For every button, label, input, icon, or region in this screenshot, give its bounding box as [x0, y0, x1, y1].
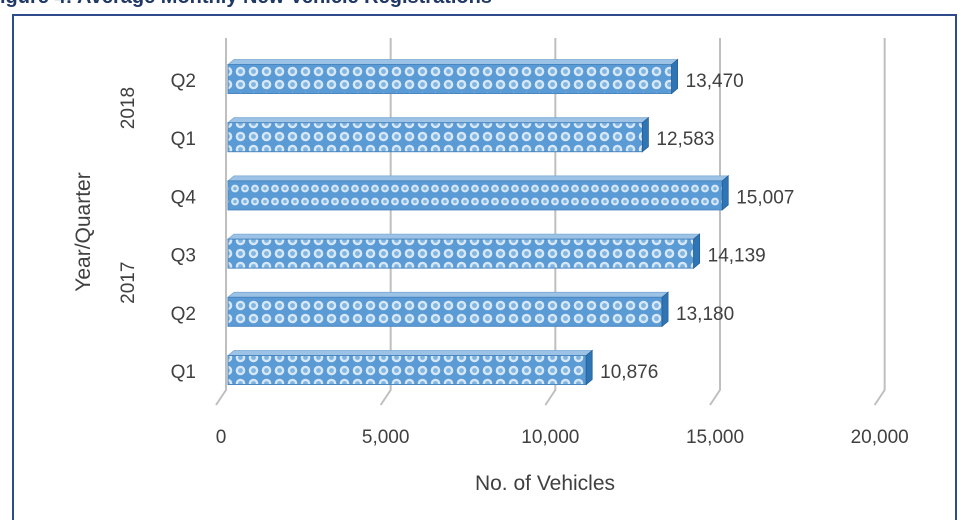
chart-frame: [12, 14, 957, 520]
quarter-label-4: Q1: [171, 129, 196, 150]
gridline-3: [709, 38, 721, 406]
bar-0: [227, 355, 587, 385]
x-tick-label-1: 5,000: [362, 427, 410, 448]
figure-title-strip: igure 4: Average Monthly New Vehicle Reg…: [0, 0, 967, 10]
bar-end-3: [721, 175, 729, 211]
bar-top-0: [226, 350, 594, 356]
gridlines: [215, 38, 886, 406]
value-label-2: 14,139: [708, 246, 766, 267]
quarter-label-5: Q2: [171, 71, 196, 92]
y-axis-title: Year/Quarter: [72, 172, 95, 291]
bar-top-5: [226, 59, 679, 65]
bar-end-5: [671, 58, 679, 95]
figure-title: igure 4: Average Monthly New Vehicle Reg…: [0, 0, 492, 9]
quarter-label-1: Q2: [171, 304, 196, 325]
value-label-3: 15,007: [736, 187, 794, 208]
gridline-2: [544, 38, 557, 406]
bar-end-1: [661, 291, 669, 328]
gridline-1: [379, 38, 392, 406]
gridline-0: [215, 38, 227, 406]
value-label-4: 12,583: [656, 129, 714, 150]
bar-top-2: [226, 233, 701, 240]
x-tick-label-3: 15,000: [686, 427, 744, 448]
bar-top-1: [226, 291, 670, 298]
chart-labels: 0 5,000 10,000 15,000 20,000 10,876 Q1 13,180 Q2…: [72, 71, 909, 495]
x-axis-title: No. of Vehicles: [475, 472, 615, 495]
gridline-4: [873, 38, 886, 406]
quarter-label-0: Q1: [171, 362, 196, 383]
bar-4: [227, 122, 643, 153]
quarter-label-2: Q3: [171, 246, 196, 267]
bar-5: [227, 64, 673, 94]
bar-top-4: [226, 117, 650, 124]
bar-end-4: [642, 116, 649, 153]
value-label-0: 10,876: [600, 362, 658, 383]
bar-end-2: [693, 233, 701, 269]
year-label-1: 2018: [118, 87, 139, 129]
bar-2: [227, 238, 695, 269]
bar-3: [227, 180, 723, 211]
bar-1: [227, 296, 663, 327]
x-tick-label-4: 20,000: [851, 427, 909, 448]
year-label-0: 2017: [118, 262, 139, 304]
bar-end-0: [585, 349, 593, 386]
bars: [226, 58, 730, 386]
x-tick-label-0: 0: [216, 427, 227, 448]
value-label-1: 13,180: [676, 304, 734, 325]
value-label-5: 13,470: [686, 71, 744, 92]
x-tick-label-2: 10,000: [521, 427, 579, 448]
bar-top-3: [226, 175, 730, 182]
quarter-label-3: Q4: [171, 187, 197, 208]
